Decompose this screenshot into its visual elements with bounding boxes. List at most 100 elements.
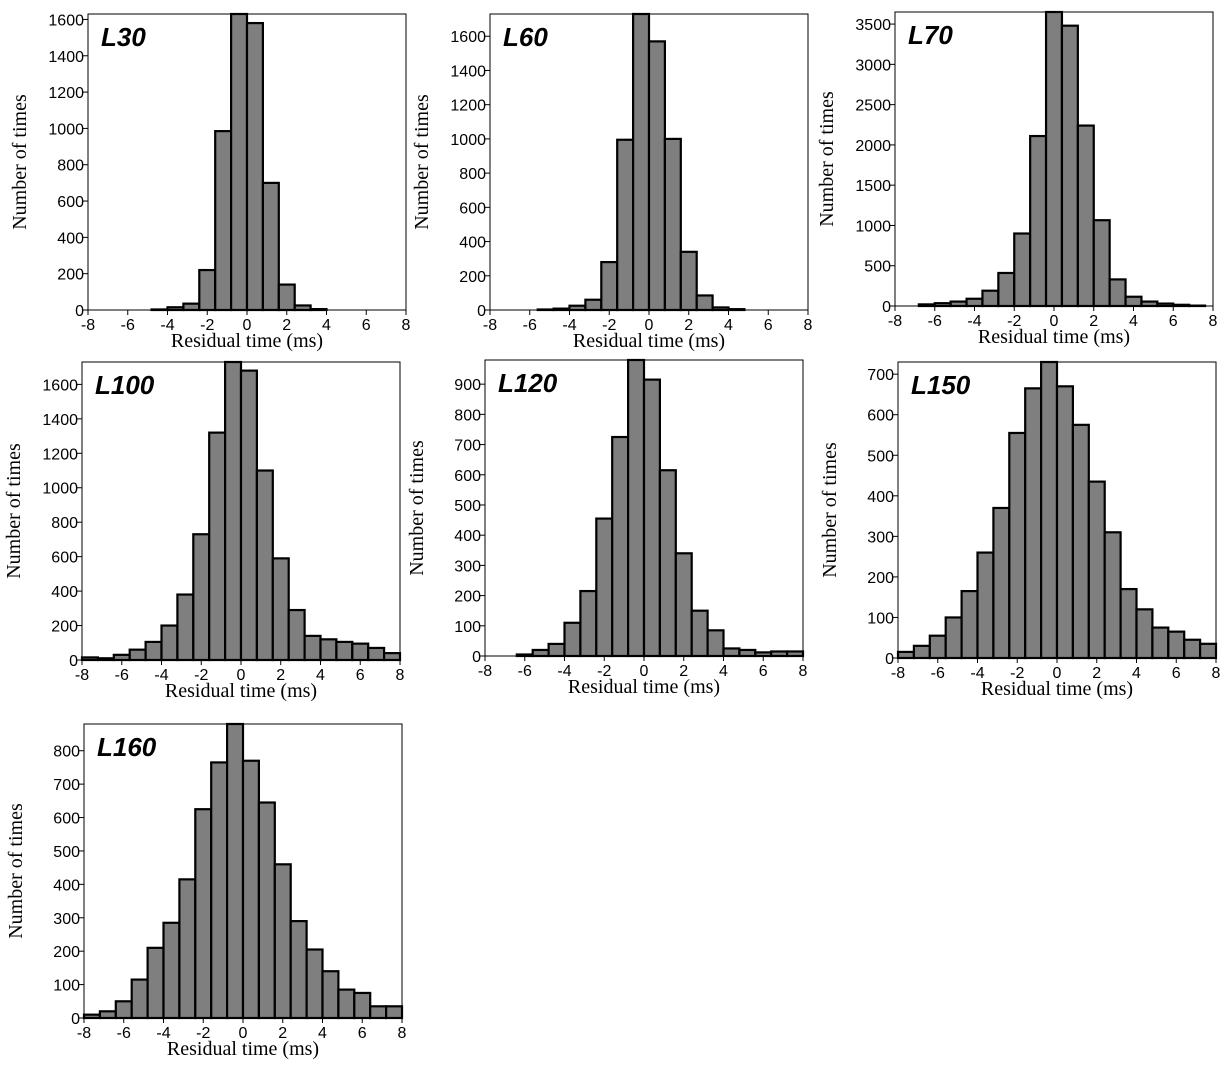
x-tick-label: -2 xyxy=(200,317,214,334)
x-tick-label: -6 xyxy=(523,317,537,334)
bar xyxy=(626,358,646,658)
bar xyxy=(631,12,651,312)
y-axis-label: Number of times xyxy=(411,94,433,230)
bar xyxy=(896,650,915,660)
bar xyxy=(385,1005,404,1020)
bar xyxy=(351,642,370,662)
y-axis-label: Number of times xyxy=(819,442,841,578)
bar xyxy=(176,593,195,662)
x-tick-label: -8 xyxy=(75,667,89,684)
bar xyxy=(976,551,995,660)
bar xyxy=(305,948,324,1020)
x-tick-label: 2 xyxy=(679,663,688,680)
bar xyxy=(82,1013,101,1020)
y-tick-label: 0 xyxy=(477,303,486,320)
x-tick-label: -2 xyxy=(196,1025,210,1042)
x-tick-label: -8 xyxy=(77,1025,91,1042)
bar xyxy=(531,648,550,658)
bar xyxy=(182,302,201,312)
bar xyxy=(563,621,582,658)
x-tick-label: 2 xyxy=(684,317,693,334)
bar xyxy=(335,640,354,662)
bar xyxy=(1024,387,1043,660)
bar xyxy=(162,921,181,1020)
bar xyxy=(616,138,635,312)
bar xyxy=(178,878,197,1020)
y-tick-label: 700 xyxy=(53,777,80,794)
bar xyxy=(230,12,249,312)
x-tick-label: 8 xyxy=(398,1025,407,1042)
y-tick-label: 1400 xyxy=(42,412,78,429)
bar xyxy=(1198,642,1218,660)
y-tick-label: 600 xyxy=(53,811,80,828)
panel-label: L160 xyxy=(97,732,157,762)
x-tick-label: -2 xyxy=(1007,313,1021,330)
x-tick-label: 2 xyxy=(282,317,291,334)
bar xyxy=(257,801,276,1020)
bar xyxy=(1108,278,1127,308)
bar xyxy=(785,650,805,658)
panel-label: L70 xyxy=(908,20,953,50)
x-tick-label: 2 xyxy=(1092,665,1101,682)
x-tick-label: 0 xyxy=(1050,313,1059,330)
bar xyxy=(1092,219,1111,308)
bar xyxy=(595,517,614,658)
y-tick-label: 400 xyxy=(57,230,84,247)
y-tick-label: 500 xyxy=(454,498,481,515)
x-tick-label: -8 xyxy=(888,313,902,330)
bar xyxy=(1029,134,1048,308)
y-tick-label: 1600 xyxy=(450,29,486,46)
x-tick-label: -8 xyxy=(483,317,497,334)
x-tick-label: -4 xyxy=(970,665,984,682)
x-tick-label: 6 xyxy=(1172,665,1181,682)
x-tick-label: 0 xyxy=(640,663,649,680)
y-tick-label: 800 xyxy=(459,166,486,183)
x-tick-label: -2 xyxy=(194,667,208,684)
chart-panel-l120: -8 -6 -4 -2 0 2 4 6 8 0 100 200 300 400 500 600 700 800 90… xyxy=(406,358,808,698)
bar xyxy=(337,988,356,1020)
bar xyxy=(547,642,566,658)
x-tick-label: -2 xyxy=(1010,665,1024,682)
bar xyxy=(738,648,757,658)
y-tick-label: 200 xyxy=(867,570,894,587)
chart-panel-l30: -8 -6 -4 -2 0 2 4 6 8 0 200 400 600 800 1000 1200 1400 16… xyxy=(9,12,411,352)
bar xyxy=(1124,295,1143,308)
x-tick-label: -8 xyxy=(81,317,95,334)
x-tick-label: 4 xyxy=(322,317,331,334)
x-tick-label: 6 xyxy=(1169,313,1178,330)
bar xyxy=(273,863,292,1020)
x-axis-label: Residual time (ms) xyxy=(981,678,1133,700)
y-tick-label: 1000 xyxy=(42,481,78,498)
bar xyxy=(647,40,666,312)
x-tick-label: -8 xyxy=(891,665,905,682)
bar xyxy=(1183,638,1202,660)
x-tick-label: -4 xyxy=(154,667,168,684)
chart-panel-l100: -8 -6 -4 -2 0 2 4 6 8 0 200 400 600 800 1000 1200 1400 16… xyxy=(3,360,405,702)
bar xyxy=(949,300,968,308)
x-tick-label: 4 xyxy=(316,667,325,684)
bar xyxy=(194,808,213,1020)
y-tick-label: 600 xyxy=(51,550,78,567)
y-tick-label: 100 xyxy=(454,619,481,636)
x-axis-label: Residual time (ms) xyxy=(165,680,317,702)
chart-panel-l160: -8 -6 -4 -2 0 2 4 6 8 0 100 200 300 400 500 600 700 800 Re… xyxy=(5,722,407,1060)
bar xyxy=(144,640,163,662)
bar xyxy=(214,130,233,312)
y-tick-label: 0 xyxy=(472,649,481,666)
x-tick-label: 2 xyxy=(278,1025,287,1042)
bar xyxy=(658,469,677,658)
x-tick-label: -6 xyxy=(931,665,945,682)
bar xyxy=(611,435,630,658)
y-tick-label: 200 xyxy=(454,589,481,606)
bar xyxy=(992,506,1011,660)
x-tick-label: 0 xyxy=(243,317,252,334)
y-tick-label: 100 xyxy=(867,610,894,627)
chart-panel-l70: -8 -6 -4 -2 0 2 4 6 8 0 500 1000 1500 2000 2500 3000 350… xyxy=(816,10,1218,348)
x-tick-label: -2 xyxy=(602,317,616,334)
y-tick-label: 500 xyxy=(53,844,80,861)
bar xyxy=(1055,385,1074,660)
y-tick-label: 500 xyxy=(864,259,891,276)
x-tick-label: 4 xyxy=(724,317,733,334)
x-tick-label: 8 xyxy=(799,663,808,680)
bar xyxy=(1119,587,1138,660)
